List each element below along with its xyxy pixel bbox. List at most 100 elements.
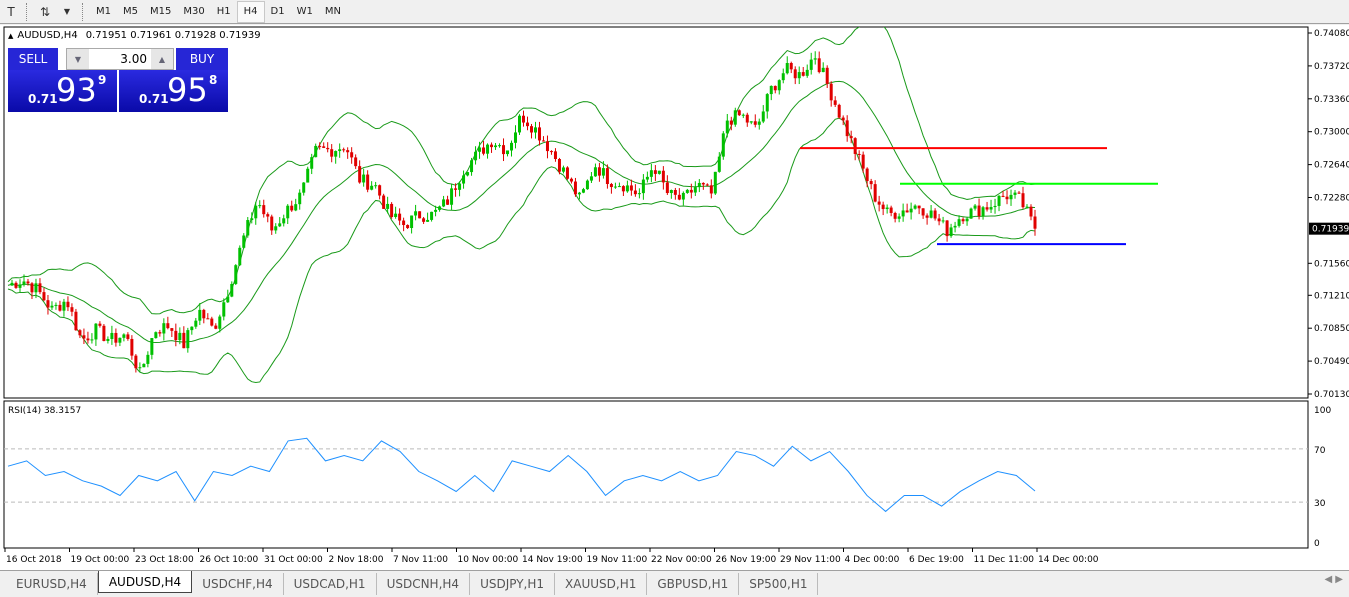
candle-body bbox=[989, 207, 993, 210]
tab-scroll-arrows[interactable]: ◀ ▶ bbox=[1324, 574, 1343, 585]
candle-body bbox=[917, 205, 921, 209]
candle-body bbox=[677, 194, 681, 200]
sell-price[interactable]: 0.71 93 9 bbox=[8, 70, 117, 112]
chart-tab[interactable]: USDCHF,H4 bbox=[192, 573, 284, 595]
candle-body bbox=[773, 85, 777, 91]
candle-body bbox=[322, 146, 326, 148]
candle-body bbox=[757, 121, 761, 125]
chart-tab[interactable]: EURUSD,H4 bbox=[6, 573, 98, 595]
bollinger-middle-band bbox=[7, 80, 1036, 343]
candle-body bbox=[386, 203, 390, 209]
chart-tab[interactable]: XAUUSD,H1 bbox=[555, 573, 648, 595]
chart-area[interactable]: 0.74080 0.73720 0.73360 0.73000 0.72640 0.722… bbox=[0, 25, 1349, 570]
symbol-label: AUDUSD,H4 bbox=[17, 30, 78, 41]
candle-body bbox=[78, 330, 82, 336]
candle-body bbox=[817, 58, 821, 73]
candle-body bbox=[454, 188, 458, 190]
timeframe-m15[interactable]: M15 bbox=[150, 6, 172, 17]
candle-body bbox=[34, 283, 38, 293]
buy-button[interactable]: BUY bbox=[176, 48, 228, 70]
candle-body bbox=[629, 185, 633, 191]
timeframe-h1[interactable]: H1 bbox=[216, 6, 231, 17]
candle-body bbox=[1033, 216, 1037, 229]
candle-body bbox=[797, 72, 801, 79]
candle-body bbox=[849, 136, 853, 139]
candle-body bbox=[845, 120, 849, 137]
candle-body bbox=[274, 226, 278, 231]
candle-body bbox=[1025, 206, 1029, 208]
chart-tab[interactable]: AUDUSD,H4 bbox=[97, 571, 193, 593]
candle-body bbox=[446, 199, 450, 205]
chart-tab[interactable]: SP500,H1 bbox=[739, 573, 819, 595]
chart-tab[interactable]: USDCNH,H4 bbox=[377, 573, 471, 595]
candle-body bbox=[354, 157, 358, 167]
buy-price[interactable]: 0.71 95 8 bbox=[119, 70, 228, 112]
candle-body bbox=[805, 69, 809, 76]
toolbar-separator bbox=[26, 2, 30, 21]
candle-body bbox=[901, 210, 905, 217]
candle-body bbox=[577, 192, 581, 195]
candle-body bbox=[709, 185, 713, 194]
candle-body bbox=[254, 205, 258, 219]
candle-body bbox=[66, 301, 70, 308]
rsi-label: RSI(14) 38.3157 bbox=[8, 406, 81, 416]
chart-tab[interactable]: USDJPY,H1 bbox=[470, 573, 556, 595]
candle-body bbox=[62, 301, 66, 311]
candle-body bbox=[498, 145, 502, 147]
dropdown-icon[interactable]: ▼ bbox=[63, 7, 71, 16]
lot-size-input[interactable]: 3.00 bbox=[120, 52, 147, 66]
sell-price-fraction: 9 bbox=[98, 73, 107, 87]
candle-body bbox=[853, 138, 857, 154]
arrows-icon[interactable]: ⇅ bbox=[39, 4, 51, 19]
candle-body bbox=[725, 120, 729, 134]
candle-body bbox=[881, 204, 885, 210]
timeframe-mn[interactable]: MN bbox=[324, 6, 341, 17]
time-tick-label: 7 Nov 11:00 bbox=[393, 555, 448, 565]
current-price-tag bbox=[1309, 222, 1349, 235]
collapse-triangle-icon[interactable]: ▲ bbox=[8, 32, 14, 40]
candle-body bbox=[482, 147, 486, 154]
candle-body bbox=[118, 337, 122, 343]
candle-body bbox=[865, 168, 869, 182]
timeframe-d1[interactable]: D1 bbox=[270, 6, 285, 17]
candle-body bbox=[909, 208, 913, 213]
chart-tab[interactable]: GBPUSD,H1 bbox=[647, 573, 740, 595]
timeframe-m5[interactable]: M5 bbox=[123, 6, 138, 17]
candle-body bbox=[941, 220, 945, 222]
candle-body bbox=[58, 304, 62, 311]
sell-button[interactable]: SELL bbox=[8, 48, 58, 70]
candle-body bbox=[326, 147, 330, 150]
timeframe-m30[interactable]: M30 bbox=[183, 6, 205, 17]
candle-body bbox=[378, 185, 382, 196]
candle-body bbox=[214, 325, 218, 329]
candle-body bbox=[270, 216, 274, 231]
candle-body bbox=[134, 355, 138, 369]
price-tick-label: 0.73720 bbox=[1314, 62, 1349, 72]
candle-body bbox=[541, 140, 545, 142]
candle-body bbox=[1013, 192, 1017, 195]
candle-body bbox=[841, 117, 845, 121]
candle-body bbox=[478, 147, 482, 152]
candle-body bbox=[701, 182, 705, 185]
text-icon[interactable]: T bbox=[7, 4, 15, 19]
candle-body bbox=[589, 176, 593, 181]
candle-body bbox=[514, 132, 518, 143]
increase-lot-icon[interactable]: ▲ bbox=[151, 49, 173, 69]
candle-body bbox=[414, 211, 418, 216]
candle-body bbox=[22, 281, 26, 285]
timeframe-m1[interactable]: M1 bbox=[96, 6, 111, 17]
candle-body bbox=[821, 67, 825, 73]
candle-body bbox=[837, 104, 841, 118]
candle-body bbox=[889, 207, 893, 213]
time-tick-label: 10 Nov 00:00 bbox=[458, 555, 519, 565]
time-tick-label: 29 Nov 11:00 bbox=[780, 555, 841, 565]
chart-tab[interactable]: USDCAD,H1 bbox=[284, 573, 377, 595]
candle-body bbox=[573, 181, 577, 195]
timeframe-w1[interactable]: W1 bbox=[296, 6, 313, 17]
timeframe-h4[interactable]: H4 bbox=[236, 0, 265, 23]
candle-body bbox=[466, 172, 470, 176]
candle-body bbox=[266, 214, 270, 217]
lot-size-stepper[interactable]: ▼ 3.00 ▲ bbox=[66, 48, 174, 70]
decrease-lot-icon[interactable]: ▼ bbox=[67, 49, 89, 69]
candle-body bbox=[653, 170, 657, 174]
